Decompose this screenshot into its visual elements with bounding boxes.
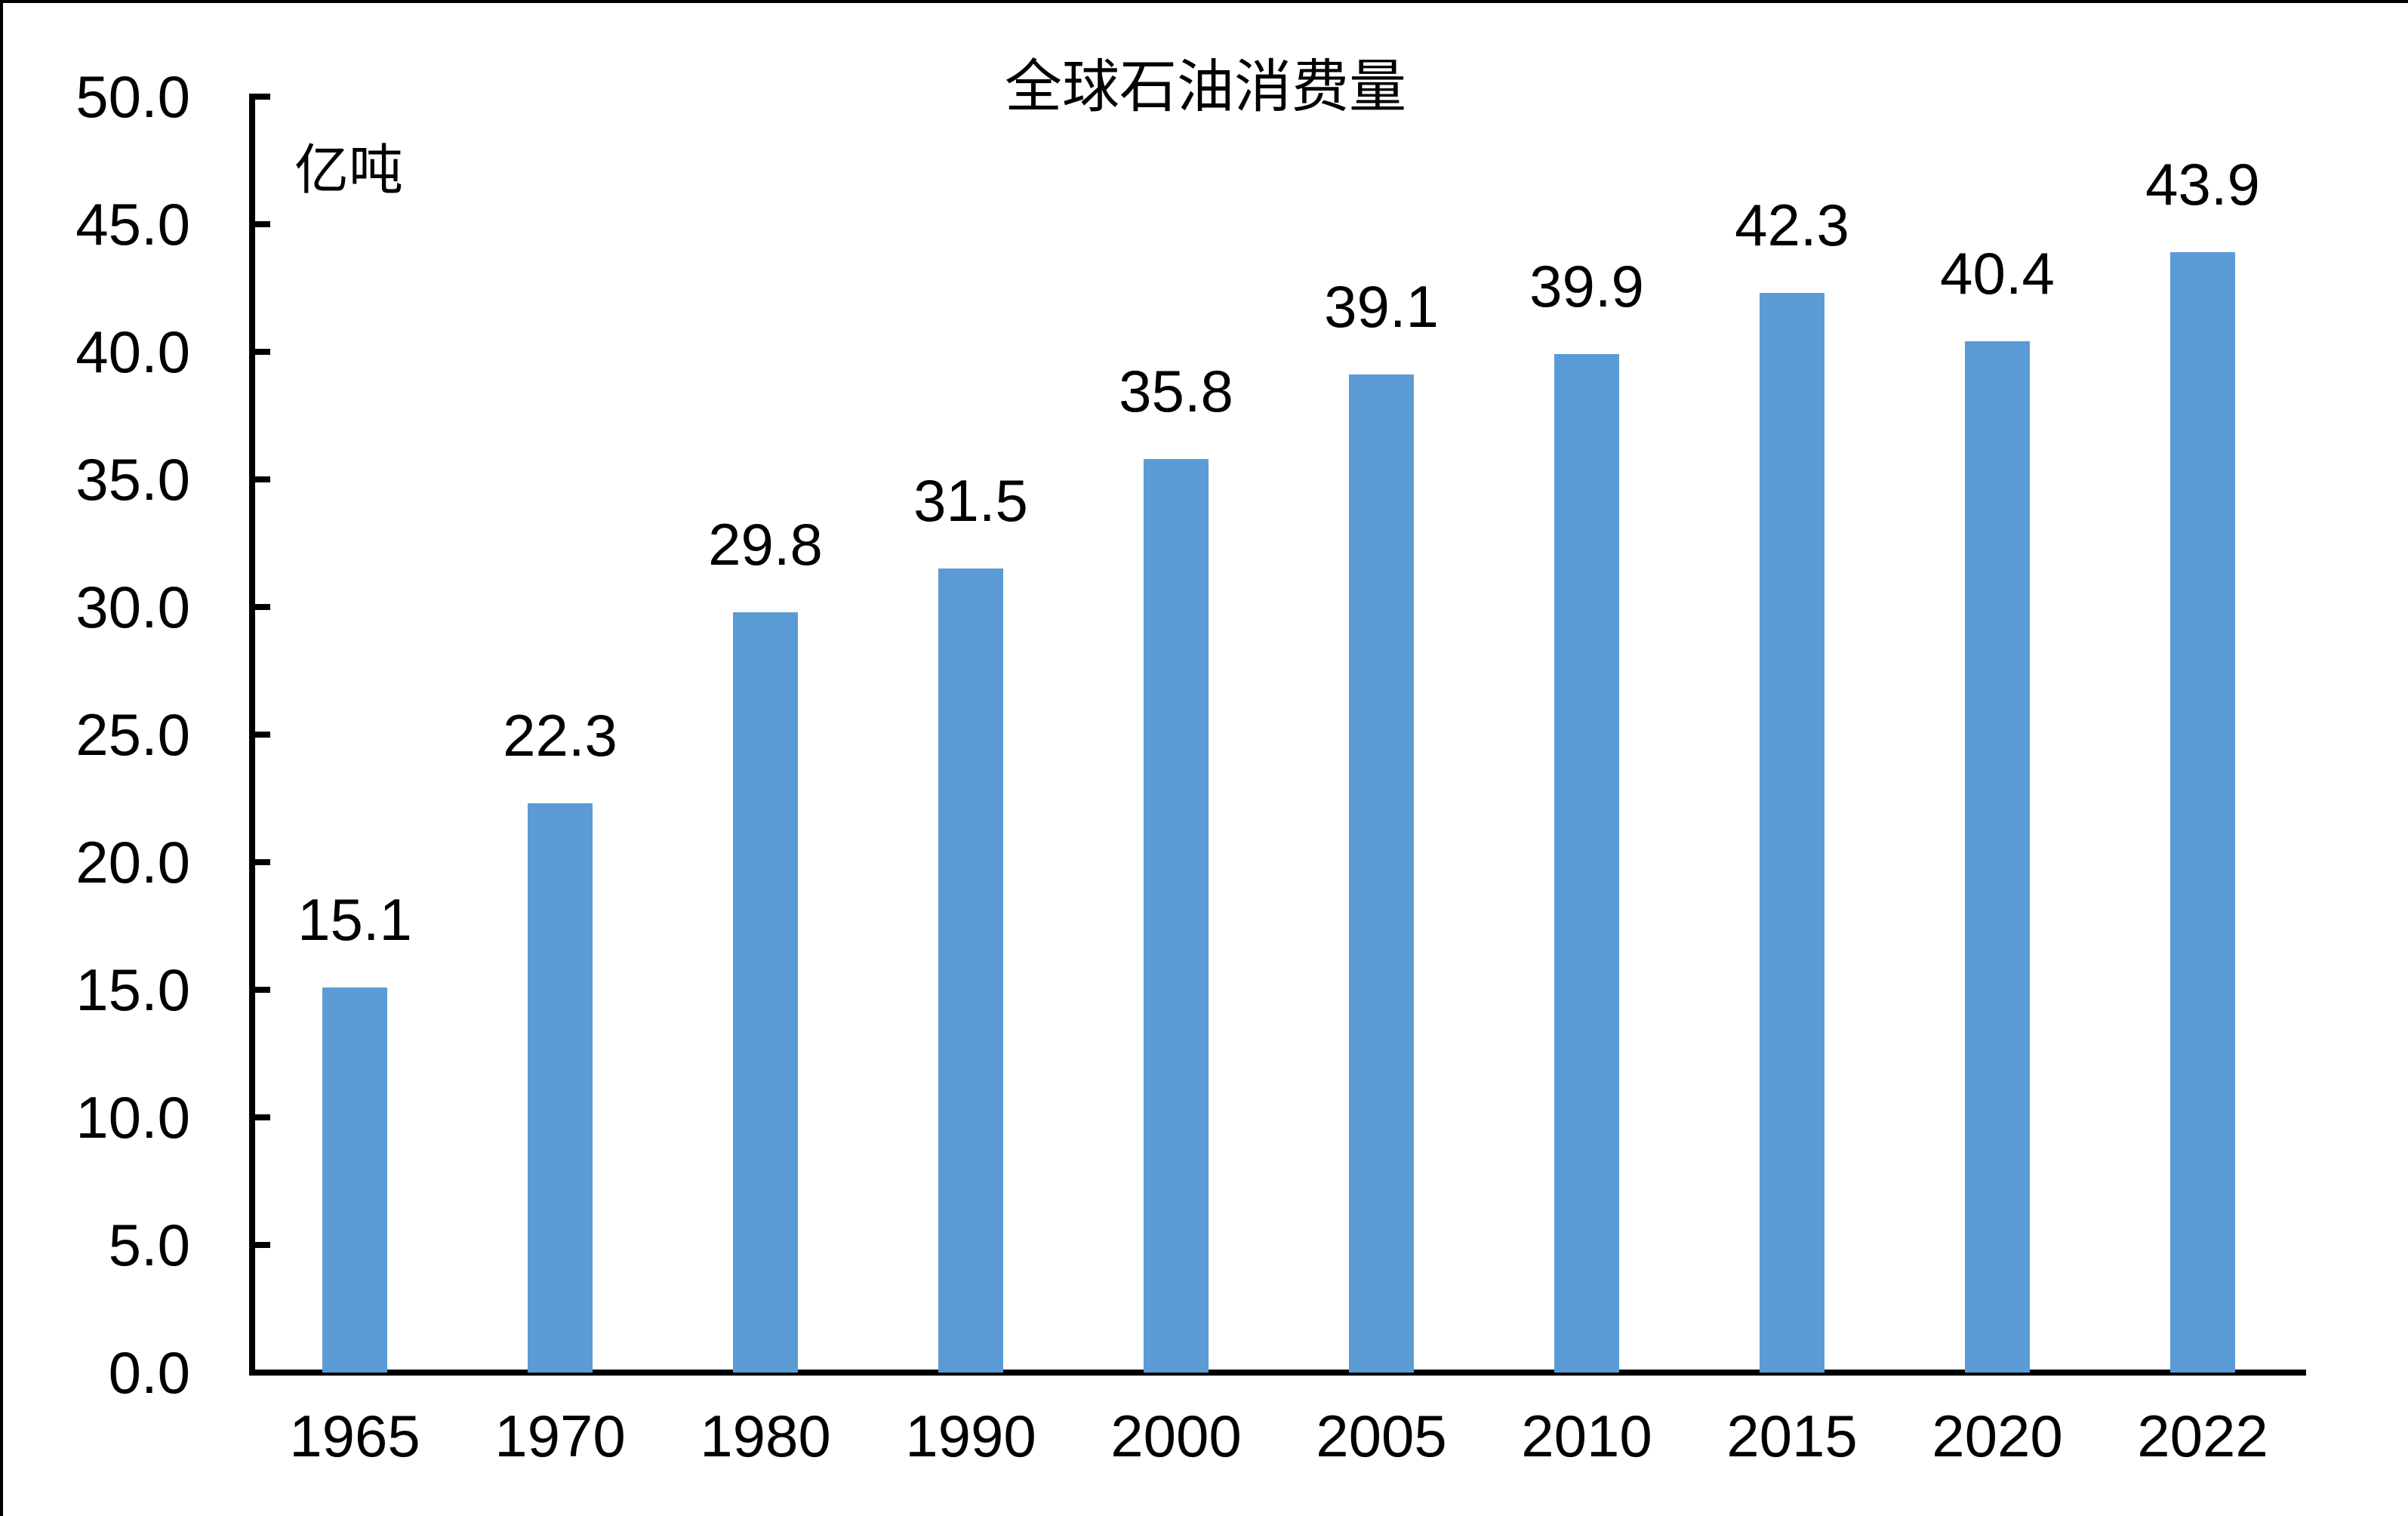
y-axis-tick [249, 1242, 270, 1248]
x-axis-tick-label: 2020 [1932, 1403, 2063, 1469]
bar-value-label: 31.5 [913, 467, 1028, 534]
y-axis-tick-label: 30.0 [75, 574, 190, 640]
y-axis-tick-label: 35.0 [75, 446, 190, 513]
page-top-border [0, 0, 2408, 3]
y-axis-tick [249, 476, 270, 482]
bar-1990 [938, 568, 1003, 1373]
y-axis-tick-label: 5.0 [108, 1212, 190, 1278]
y-axis-tick [249, 1370, 270, 1376]
x-axis-tick-label: 2005 [1316, 1403, 1447, 1469]
x-axis-tick-label: 1980 [700, 1403, 831, 1469]
y-axis-tick-label: 10.0 [75, 1084, 190, 1151]
chart-title: 全球石油消费量 [1005, 56, 1406, 119]
bar-value-label: 39.9 [1529, 253, 1644, 319]
bar-value-label: 42.3 [1735, 192, 1849, 258]
bar-value-label: 39.1 [1324, 273, 1439, 340]
y-axis-tick [249, 349, 270, 355]
bar-2020 [1965, 341, 2030, 1373]
bar-value-label: 22.3 [503, 702, 617, 769]
bar-2000 [1144, 459, 1209, 1373]
y-axis-tick [249, 221, 270, 227]
x-axis-tick-label: 1965 [289, 1403, 420, 1469]
x-axis-tick-label: 2015 [1726, 1403, 1858, 1469]
bar-value-label: 40.4 [1940, 240, 2055, 307]
x-axis-tick-label: 2010 [1521, 1403, 1652, 1469]
bar-1965 [322, 988, 387, 1373]
bar-2005 [1349, 374, 1414, 1373]
bar-2015 [1760, 293, 1824, 1373]
page-left-border [0, 0, 3, 1516]
y-axis-tick [249, 94, 270, 100]
x-axis-tick-label: 2000 [1110, 1403, 1242, 1469]
y-axis-tick-label: 45.0 [75, 191, 190, 257]
x-axis-tick-label: 1990 [905, 1403, 1036, 1469]
y-axis-tick-label: 40.0 [75, 319, 190, 385]
bar-1980 [733, 612, 798, 1373]
y-axis-tick [249, 987, 270, 993]
bar-value-label: 15.1 [297, 886, 412, 953]
y-axis-tick [249, 859, 270, 865]
bar-2022 [2170, 252, 2235, 1373]
bar-2010 [1554, 354, 1619, 1373]
y-axis-tick-label: 15.0 [75, 957, 190, 1023]
bar-1970 [528, 803, 593, 1373]
x-axis-line [249, 1370, 2306, 1376]
y-axis-tick-label: 0.0 [108, 1339, 190, 1406]
bar-value-label: 29.8 [708, 511, 823, 578]
y-axis-tick [249, 732, 270, 738]
y-axis-tick [249, 604, 270, 610]
x-axis-tick-label: 2022 [2137, 1403, 2268, 1469]
y-axis-tick-label: 20.0 [75, 829, 190, 895]
y-axis-tick-label: 25.0 [75, 701, 190, 768]
bar-value-label: 43.9 [2145, 151, 2260, 217]
y-axis-tick-label: 50.0 [75, 63, 190, 130]
x-axis-tick-label: 1970 [494, 1403, 626, 1469]
y-axis-tick [249, 1114, 270, 1120]
y-axis-unit-label: 亿吨 [294, 140, 404, 201]
bar-value-label: 35.8 [1119, 358, 1233, 424]
